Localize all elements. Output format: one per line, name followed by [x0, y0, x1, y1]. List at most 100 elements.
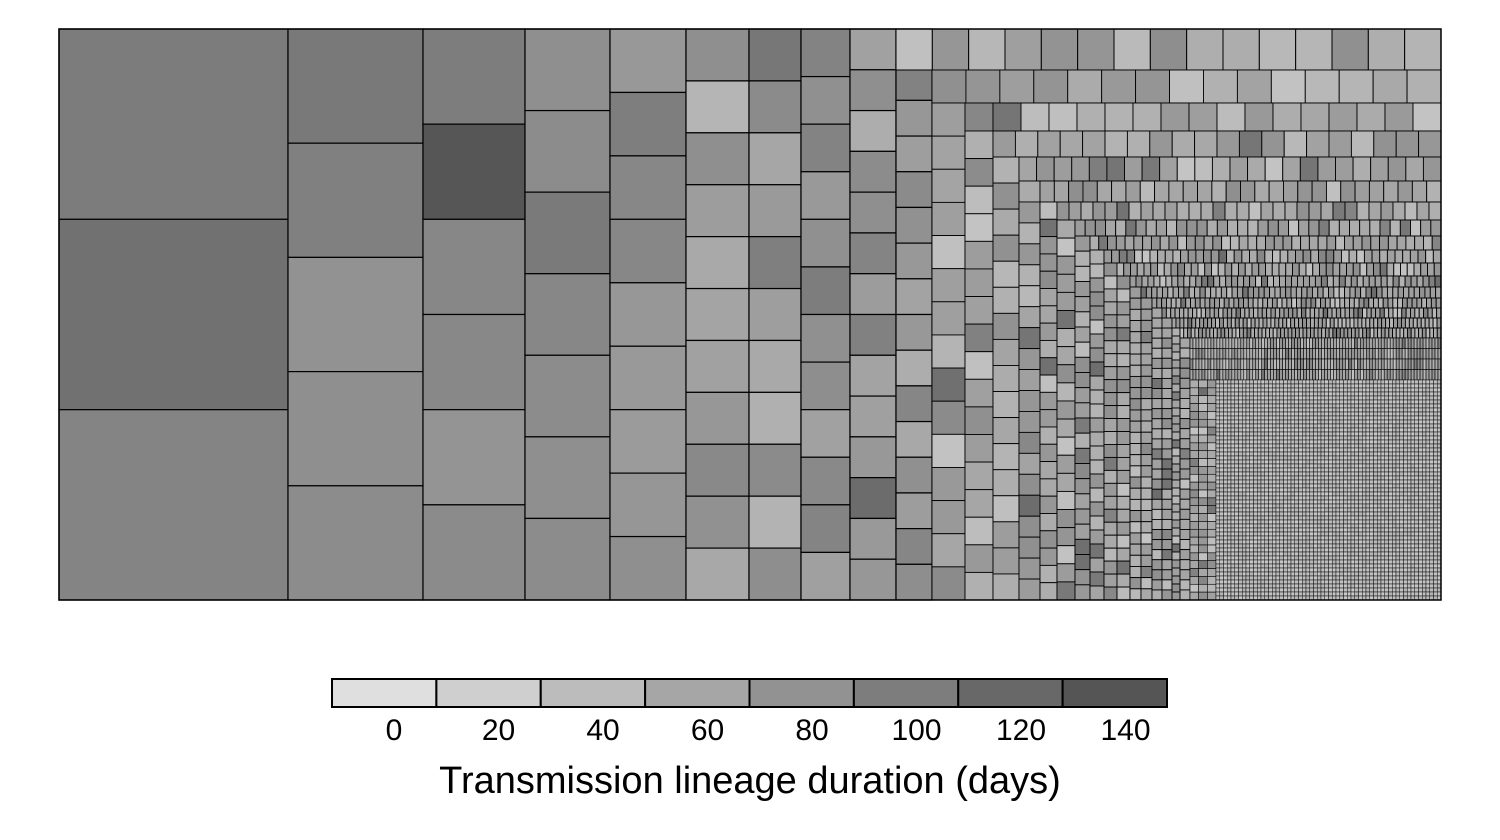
- treemap-tile: [1335, 591, 1340, 597]
- treemap-tile: [1324, 463, 1329, 469]
- treemap-tile: [1171, 359, 1181, 369]
- treemap-tile: [1245, 487, 1250, 493]
- treemap-tile: [1275, 495, 1280, 501]
- treemap-tile: [1395, 559, 1400, 565]
- treemap-tile: [1223, 531, 1228, 537]
- treemap-tile: [1215, 459, 1220, 465]
- treemap-tile: [1216, 369, 1221, 381]
- treemap-tile: [1298, 535, 1303, 541]
- treemap-tile: [1129, 275, 1137, 288]
- treemap-tile: [1257, 451, 1262, 457]
- treemap-tile: [1245, 539, 1250, 545]
- treemap-tile: [609, 472, 687, 538]
- treemap-tile: [1422, 451, 1427, 457]
- treemap-tile: [1433, 487, 1438, 493]
- treemap-tile: [1429, 515, 1434, 521]
- treemap-tile: [1414, 407, 1419, 413]
- treemap-tile: [1253, 499, 1258, 505]
- treemap-tile: [1388, 507, 1393, 513]
- treemap-tile: [524, 517, 611, 601]
- treemap-tile: [1407, 419, 1412, 425]
- treemap-tile: [1332, 327, 1338, 339]
- treemap-tile: [1140, 565, 1153, 579]
- treemap-tile: [1245, 555, 1250, 561]
- treemap-tile: [1129, 320, 1142, 333]
- treemap-tile: [1298, 262, 1307, 277]
- treemap-tile: [1074, 281, 1091, 298]
- treemap-tile: [1290, 563, 1295, 569]
- treemap-tile: [1403, 583, 1408, 589]
- treemap-tile: [1339, 403, 1344, 409]
- treemap-tile: [1238, 399, 1243, 405]
- treemap-tile: [1317, 463, 1322, 469]
- treemap-tile: [1140, 364, 1153, 377]
- treemap-tile: [1103, 288, 1118, 303]
- treemap-tile: [1354, 348, 1358, 360]
- treemap-tile: [1377, 499, 1382, 505]
- treemap-tile: [1243, 275, 1251, 288]
- treemap-tile: [1207, 411, 1217, 420]
- treemap-tile: [1302, 571, 1307, 577]
- treemap-tile: [1298, 443, 1303, 449]
- treemap-tile: [1335, 499, 1340, 505]
- treemap-tile: [1427, 262, 1435, 277]
- treemap-tile: [1074, 402, 1091, 419]
- treemap-tile: [1287, 547, 1292, 553]
- treemap-tile: [1272, 407, 1277, 413]
- treemap-tile: [1392, 567, 1397, 573]
- treemap-tile: [1362, 423, 1367, 429]
- treemap-tile: [1418, 539, 1423, 545]
- treemap-tile: [1230, 459, 1235, 465]
- treemap-tile: [1116, 444, 1131, 458]
- treemap-tile: [1272, 543, 1277, 549]
- treemap-tile: [1347, 427, 1352, 433]
- treemap-tile: [1407, 459, 1412, 465]
- treemap-tile: [1354, 459, 1359, 465]
- treemap-tile: [1332, 467, 1337, 473]
- treemap-tile: [1347, 443, 1352, 449]
- treemap-tile: [1425, 379, 1430, 385]
- treemap-tile: [1272, 455, 1277, 461]
- treemap-tile: [1290, 543, 1295, 549]
- treemap-tile: [1245, 499, 1250, 505]
- treemap-tile: [1429, 519, 1434, 525]
- treemap-tile: [1278, 317, 1284, 329]
- treemap-tile: [1279, 575, 1284, 581]
- treemap-tile: [1241, 249, 1250, 264]
- treemap-tile: [1298, 387, 1303, 393]
- treemap-tile: [1268, 591, 1273, 597]
- treemap-tile: [1339, 419, 1344, 425]
- treemap-tile: [1358, 443, 1363, 449]
- treemap-tile: [1369, 387, 1374, 393]
- treemap-tile: [1365, 423, 1370, 429]
- treemap-tile: [1245, 411, 1250, 417]
- treemap-tile: [1309, 419, 1314, 425]
- treemap-tile: [1347, 539, 1352, 545]
- treemap-tile: [1275, 515, 1280, 521]
- treemap-tile: [1335, 307, 1342, 319]
- treemap-tile: [1424, 286, 1431, 299]
- treemap-tile: [685, 132, 750, 186]
- treemap-tile: [1343, 587, 1348, 593]
- treemap-tile: [1386, 262, 1395, 277]
- treemap-tile: [1186, 28, 1224, 71]
- treemap-tile: [1414, 503, 1419, 509]
- treemap-tile: [1332, 201, 1346, 221]
- treemap-tile: [1268, 483, 1273, 489]
- treemap-tile: [1272, 523, 1277, 529]
- treemap-tile: [1249, 379, 1254, 385]
- treemap-tile: [1312, 262, 1320, 277]
- treemap-tile: [1332, 503, 1337, 509]
- treemap-tile: [1350, 447, 1355, 453]
- treemap-tile: [1264, 515, 1269, 521]
- treemap-tile: [1140, 588, 1153, 601]
- treemap-tile: [1363, 348, 1367, 360]
- treemap-tile: [1249, 579, 1254, 585]
- treemap-tile: [1298, 543, 1303, 549]
- treemap-tile: [1249, 551, 1254, 557]
- treemap-tile: [1275, 567, 1280, 573]
- treemap-tile: [1392, 495, 1397, 501]
- treemap-tile: [1245, 447, 1250, 453]
- treemap-tile: [1392, 463, 1397, 469]
- treemap-tile: [1275, 395, 1280, 401]
